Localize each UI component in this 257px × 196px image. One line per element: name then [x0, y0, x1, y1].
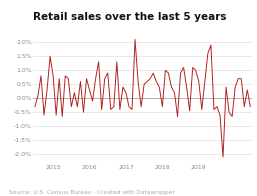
Text: Retail sales over the last 5 years: Retail sales over the last 5 years: [33, 12, 227, 22]
Text: Source: U.S. Census Bureau · Created with Datawrapper: Source: U.S. Census Bureau · Created wit…: [9, 190, 175, 195]
